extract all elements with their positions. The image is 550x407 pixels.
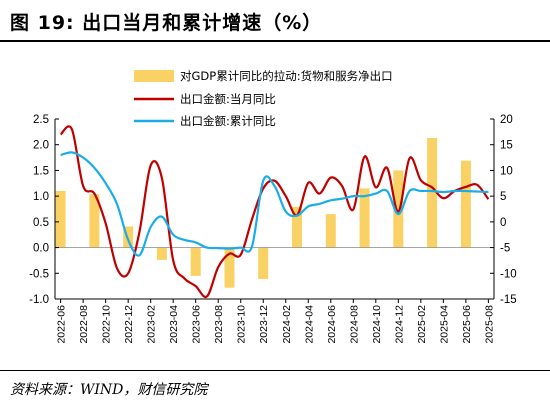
x-tick-label: 2024-04 [303,305,315,344]
bar-7 [292,206,302,248]
x-tick-label: 2023-06 [191,305,203,344]
x-tick-label: 2022-08 [78,305,90,344]
left-tick-label: 1.5 [33,165,49,177]
x-tick-label: 2023-04 [168,305,180,344]
x-tick-label: 2022-12 [123,305,135,344]
source-note: 资料来源：WIND，财信研究院 [10,382,208,398]
left-tick-label: -0.5 [29,268,49,280]
x-tick-label: 2025-06 [461,305,473,344]
bar-0 [55,191,66,248]
x-tick-label: 2023-12 [258,305,270,344]
left-tick-label: 2.5 [33,114,49,126]
x-tick-label: 2022-10 [101,305,113,344]
left-tick-label: 0.0 [33,243,49,255]
series-cumulative-line [60,151,489,257]
x-tick-label: 2025-08 [483,305,495,344]
left-tick-label: 2.0 [33,140,49,152]
right-tick-label: 10 [500,165,513,177]
source-divider [0,370,550,371]
left-tick-label: 1.0 [33,191,49,203]
legend: 对GDP累计同比的拉动:货物和服务净出口 出口金额:当月同比 出口金额:累计同比 [134,69,393,128]
x-tick-label: 2024-10 [371,305,383,344]
lines-layer [59,125,490,299]
right-tick-label: 5 [500,191,506,203]
bar-10 [393,170,404,248]
x-tick-label: 2023-02 [146,305,158,344]
right-tick-label: -15 [500,294,517,306]
series-monthly-line [59,125,490,299]
right-tick-label: -5 [500,243,510,255]
bar-9 [359,188,370,248]
legend-swatch-bars [134,70,174,82]
x-tick-label: 2024-02 [281,305,293,344]
bar-4 [190,247,201,276]
legend-label-bars: 对GDP累计同比的拉动:货物和服务净出口 [180,69,393,83]
legend-label-cumulative: 出口金额:累计同比 [180,114,276,128]
x-tick-label: 2024-12 [393,305,405,344]
bar-3 [156,247,167,260]
x-tick-label: 2023-10 [236,305,248,344]
left-tick-label: -1.0 [29,294,49,306]
x-tick-label: 2022-06 [56,305,68,344]
bar-5 [224,247,235,288]
x-tick-label: 2025-02 [416,305,428,344]
right-tick-label: 15 [500,140,513,152]
right-tick-label: 0 [500,217,506,229]
right-tick-label: -10 [500,268,517,280]
bars-layer [55,138,471,288]
right-tick-label: 20 [500,114,513,126]
bar-11 [427,138,438,248]
x-tick-label: 2024-08 [348,305,360,344]
bar-6 [258,247,269,279]
chart-title: 图 19: 出口当月和累计增速（%） [10,12,323,34]
bar-12 [460,160,471,248]
x-tick-label: 2024-06 [326,305,338,344]
bar-1 [89,194,100,248]
x-tick-label: 2023-08 [213,305,225,344]
left-tick-label: 0.5 [33,217,49,229]
legend-label-monthly: 出口金额:当月同比 [180,92,276,106]
axes-layer: 2.5 2.0 1.5 1.0 0.5 0.0 -0.5 -1.0 20 15 10 5 0 -5 -10 -… [29,114,516,344]
x-tick-label: 2025-04 [438,305,450,344]
bar-8 [325,214,336,248]
title-divider [0,40,550,42]
